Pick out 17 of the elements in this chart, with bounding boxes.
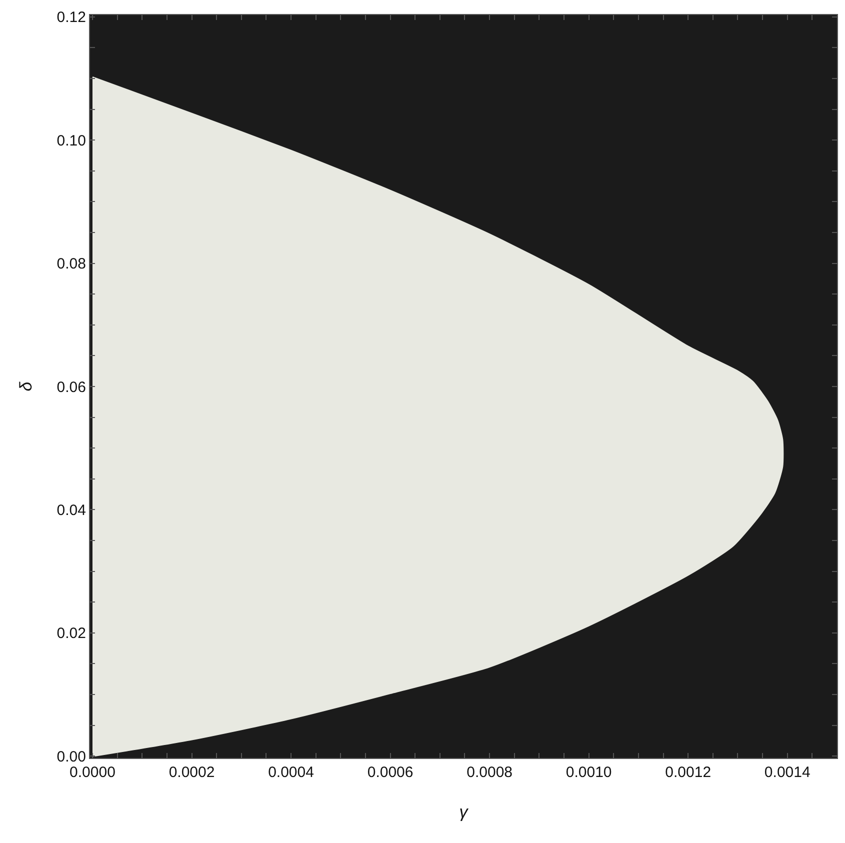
y-tick-label: 0.02 bbox=[56, 625, 86, 642]
y-tick-label: 0.06 bbox=[56, 378, 86, 396]
y-tick-label: 0.04 bbox=[56, 502, 86, 519]
y-tick-label: 0.12 bbox=[56, 9, 86, 26]
x-tick-label: 0.0002 bbox=[168, 764, 215, 781]
x-tick-label: 0.0000 bbox=[70, 764, 116, 781]
y-tick-label: 0.00 bbox=[56, 748, 86, 766]
y-tick-label: 0.10 bbox=[56, 132, 86, 150]
x-tick-label: 0.0006 bbox=[367, 764, 414, 781]
x-tick-label: 0.0010 bbox=[566, 764, 612, 781]
y-axis-title: δ bbox=[16, 381, 36, 392]
y-tick-label: 0.08 bbox=[56, 256, 86, 273]
x-axis-title: γ bbox=[459, 802, 470, 822]
x-tick-label: 0.0008 bbox=[466, 764, 513, 781]
x-tick-label: 0.0004 bbox=[268, 764, 314, 781]
x-tick-label: 0.0012 bbox=[665, 764, 712, 781]
x-tick-label: 0.0014 bbox=[764, 764, 810, 781]
